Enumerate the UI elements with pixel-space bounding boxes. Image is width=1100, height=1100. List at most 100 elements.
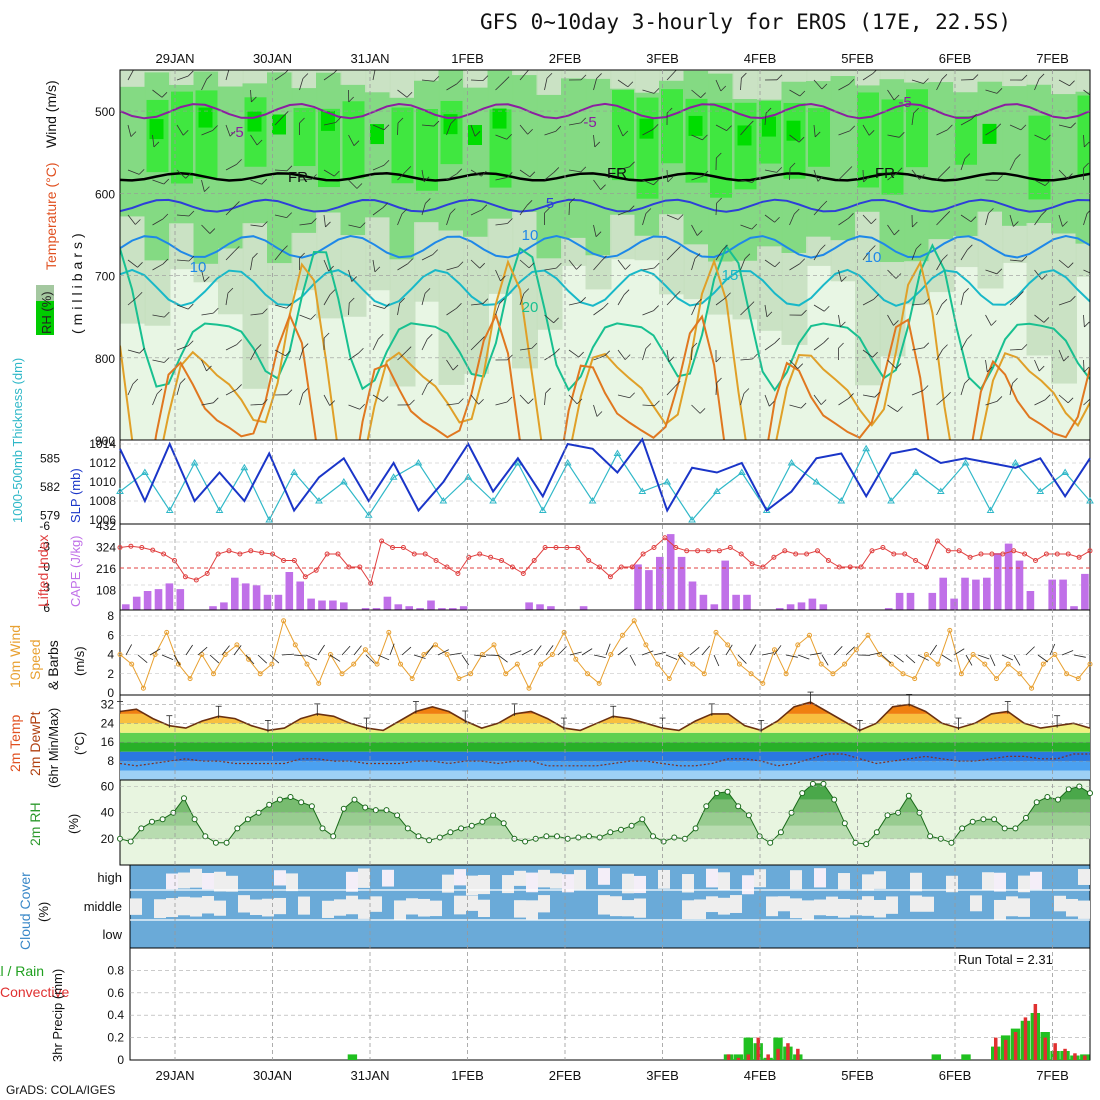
wind-barb-flag — [427, 378, 433, 385]
thickness-marker — [688, 516, 696, 523]
cloud-high-bar — [166, 873, 178, 890]
wind-barb — [299, 393, 304, 406]
rh-fill-band — [808, 108, 830, 167]
wind-barb-flag — [898, 132, 905, 138]
precip-tick: 0 — [117, 1053, 124, 1067]
wind-barb-flag — [1070, 295, 1076, 302]
cloud-mid-bar — [250, 899, 262, 916]
wind-barb — [666, 251, 676, 261]
temp-band — [120, 732, 1090, 743]
wind-barb — [250, 403, 263, 406]
wind-barb — [605, 643, 611, 656]
cloud-mid-bar — [610, 896, 622, 917]
wind-barb-flag — [694, 253, 701, 259]
cloud-high-bar — [682, 874, 694, 893]
wind-barb — [201, 312, 214, 316]
wind-barb-flag — [1021, 344, 1028, 350]
wind-barb-flag — [1021, 255, 1028, 262]
wind-barb-flag — [1038, 365, 1045, 372]
rh-fill-band — [512, 75, 538, 212]
precip-convective-bar — [1073, 1053, 1077, 1060]
wind-barb — [581, 648, 593, 656]
rh-fill-band — [881, 99, 904, 195]
precip-convective-bar — [756, 1037, 760, 1060]
wind-barb-flag — [748, 301, 755, 307]
wind-barb — [397, 303, 401, 316]
rh-point — [575, 834, 582, 841]
cloud-high-bar — [286, 873, 298, 892]
wind-barb — [740, 358, 753, 361]
lifted-index-point — [444, 564, 450, 570]
wind-barb-flag — [401, 208, 408, 215]
wind-barb-flag — [1015, 153, 1021, 160]
wind-barb-flag — [482, 298, 489, 304]
wind-barb — [323, 72, 335, 81]
wind-barb-flag — [137, 262, 143, 268]
rh-fill-band — [272, 114, 286, 135]
wind-barb — [250, 134, 258, 146]
wind-barb — [1013, 654, 1021, 666]
wind-barb — [737, 654, 747, 664]
wind-barb — [862, 214, 872, 225]
pressure-axis-label: (millibars) — [69, 229, 85, 334]
wind-barb — [274, 72, 286, 81]
wind-barb — [641, 650, 654, 656]
wind-barb-flag — [799, 258, 806, 265]
lifted-index-point — [1087, 548, 1093, 554]
wind-barb-flag — [820, 399, 827, 405]
wind-barb — [869, 652, 882, 656]
cape-bar — [808, 598, 817, 610]
wind-barb-flag — [580, 166, 587, 173]
wind-barb — [269, 654, 280, 664]
wind-speed-point — [690, 661, 696, 667]
cape-bar — [525, 602, 533, 610]
wind-speed-point — [468, 671, 474, 677]
wind-barb-flag — [654, 400, 660, 407]
cape-bar — [165, 583, 174, 610]
wind-barb — [617, 349, 626, 360]
thickness-marker — [439, 497, 448, 504]
wind-speed-point — [888, 661, 894, 667]
cloud-mid-bar — [766, 896, 778, 917]
wind-barb — [1009, 296, 1019, 306]
wind-barb-flag — [1067, 397, 1074, 404]
wind-barb — [568, 349, 579, 358]
rh-point — [1044, 794, 1051, 800]
cloud-mid-bar — [718, 897, 730, 915]
wind-barb — [225, 389, 237, 396]
wind-barb — [299, 314, 311, 320]
wind-barb-flag — [333, 70, 338, 74]
wind-barb — [960, 158, 966, 171]
cape-bar — [983, 577, 991, 610]
wind-barb — [225, 251, 235, 261]
wind-barb — [642, 310, 654, 316]
wind-barb — [862, 394, 875, 398]
wind-barb — [813, 342, 824, 351]
wind-barb — [348, 302, 350, 316]
wind-barb-flag — [793, 208, 800, 215]
wind-barb — [740, 306, 750, 316]
wind-speed-point — [129, 661, 135, 667]
wind-barb-flag — [311, 218, 317, 224]
wind-speed-point — [912, 676, 918, 682]
rh-fill-band — [688, 115, 703, 136]
lifted-index-point — [488, 554, 494, 560]
wind-barb — [1083, 314, 1085, 327]
lifted-index-point — [531, 558, 537, 563]
wind-barb-flag — [653, 88, 660, 94]
wind-tick: 8 — [107, 609, 114, 623]
cloud-high-bar — [658, 869, 670, 889]
thickness-marker — [812, 478, 821, 485]
wind-barb-flag — [153, 141, 160, 148]
wind-speed-point — [748, 671, 754, 677]
cloud-mid-bar — [1066, 898, 1078, 917]
cape-tick: 324 — [96, 541, 116, 555]
wind-barb-flag — [874, 391, 881, 398]
wind-speed-line — [119, 619, 1091, 690]
lifted-index-point — [934, 538, 940, 544]
wind-barb-flag — [941, 74, 948, 80]
wind-barb-flag — [923, 78, 929, 84]
wind-speed-point — [818, 661, 824, 667]
wind-barb — [936, 349, 943, 361]
lifted-index-point — [477, 551, 483, 557]
